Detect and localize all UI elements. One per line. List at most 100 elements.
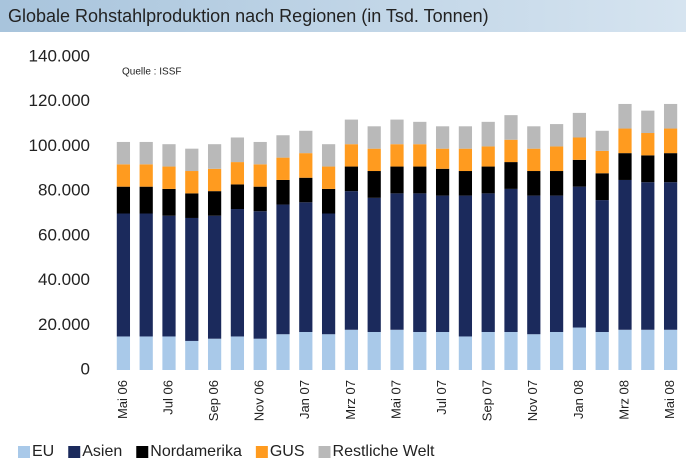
legend-label: EU (32, 443, 54, 460)
legend-label: Restliche Welt (333, 443, 436, 460)
bar-segment (139, 336, 153, 370)
bar-segment (276, 334, 290, 370)
bar-segment (185, 148, 199, 172)
bar-segment (276, 204, 290, 335)
bar-segment (276, 157, 290, 180)
bar-segment (618, 128, 632, 154)
bar-segment (367, 148, 381, 172)
bar-segment (299, 331, 313, 370)
x-tick-label: Sep 07 (480, 380, 495, 421)
bar-segment (549, 124, 564, 147)
bar-segment (207, 144, 222, 169)
bar-segment (116, 186, 131, 214)
bar-segment (435, 126, 450, 149)
bar-segment (207, 191, 222, 216)
bar-segment (641, 110, 655, 134)
bar-segment (504, 331, 518, 370)
bar-segment (321, 188, 336, 214)
bar-segment (458, 148, 473, 172)
bar-segment (253, 164, 267, 187)
bar-segment (390, 119, 404, 145)
bar-segment (321, 213, 336, 335)
bar-segment (162, 166, 176, 189)
bar-segment (595, 331, 609, 370)
legend-swatch (255, 446, 268, 458)
bar-segment (344, 329, 359, 370)
bar-segment (185, 171, 199, 194)
bar-segment (299, 130, 313, 154)
legend-label: Asien (82, 443, 122, 460)
bar-segment (185, 340, 199, 370)
bar-segment (413, 166, 427, 194)
bar-segment (207, 168, 222, 192)
bar-segment (663, 182, 678, 330)
bar-segment (185, 217, 199, 341)
bar-segment (458, 171, 473, 196)
bar-segment (116, 141, 131, 165)
bar-segment (663, 128, 678, 154)
bar-segment (230, 162, 245, 185)
bar-segment (481, 331, 495, 370)
x-tick-label: Mrz 08 (616, 380, 631, 420)
legend-swatch (136, 446, 149, 458)
bar-segment (527, 148, 541, 172)
bar-segment (116, 213, 131, 337)
bar-segment (572, 186, 587, 328)
bar-segment (162, 188, 176, 216)
bar-segment (504, 188, 518, 332)
bar-segment (413, 144, 427, 167)
bar-segment (116, 164, 131, 187)
bar-segment (663, 153, 678, 183)
bar-segment (595, 130, 609, 151)
x-tick-label: Nov 06 (252, 380, 267, 421)
bar-segment (390, 329, 404, 370)
legend-swatch (18, 446, 30, 458)
bar-segment (618, 179, 632, 330)
x-tick-label: Mai 07 (388, 380, 403, 419)
bar-segment (321, 166, 336, 189)
legend-swatch (318, 446, 331, 458)
bar-segment (527, 334, 541, 370)
bar-segment (299, 202, 313, 332)
legend-label: GUS (270, 443, 305, 460)
bar-segment (344, 119, 359, 145)
bar-segment (207, 338, 222, 370)
bar-segment (504, 139, 518, 163)
bar-segment (139, 186, 153, 214)
bar-segment (253, 338, 267, 370)
bar-segment (139, 141, 153, 165)
bar-segment (549, 331, 564, 370)
bar-segment (549, 171, 564, 196)
annotation: Quelle : ISSF (122, 67, 181, 78)
bar-segment (344, 144, 359, 167)
bar-segment (572, 137, 587, 160)
y-tick-label: 80.000 (38, 181, 90, 200)
bar-segment (572, 327, 587, 370)
y-tick-label: 60.000 (38, 225, 90, 244)
bar-segment (527, 195, 541, 335)
legend-label: Nordamerika (150, 443, 242, 460)
bar-segment (162, 144, 176, 167)
bar-segment (344, 166, 359, 192)
bar-segment (458, 336, 473, 370)
bar-segment (572, 159, 587, 187)
y-tick-label: 120.000 (29, 91, 90, 110)
bar-segment (663, 329, 678, 370)
bar-segment (641, 329, 655, 370)
bar-segment (321, 334, 336, 370)
bar-segment (435, 168, 450, 196)
y-tick-label: 20.000 (38, 315, 90, 334)
bar-segment (390, 166, 404, 194)
bar-segment (481, 121, 495, 147)
bar-segment (253, 186, 267, 212)
bar-segment (344, 191, 359, 330)
bar-segment (367, 331, 381, 370)
bar-segment (527, 171, 541, 196)
bar-segment (663, 103, 678, 129)
bar-segment (413, 331, 427, 370)
x-tick-label: Mai 06 (115, 380, 130, 419)
bar-segment (458, 126, 473, 149)
x-tick-label: Jan 08 (571, 380, 586, 419)
bar-segment (390, 144, 404, 167)
